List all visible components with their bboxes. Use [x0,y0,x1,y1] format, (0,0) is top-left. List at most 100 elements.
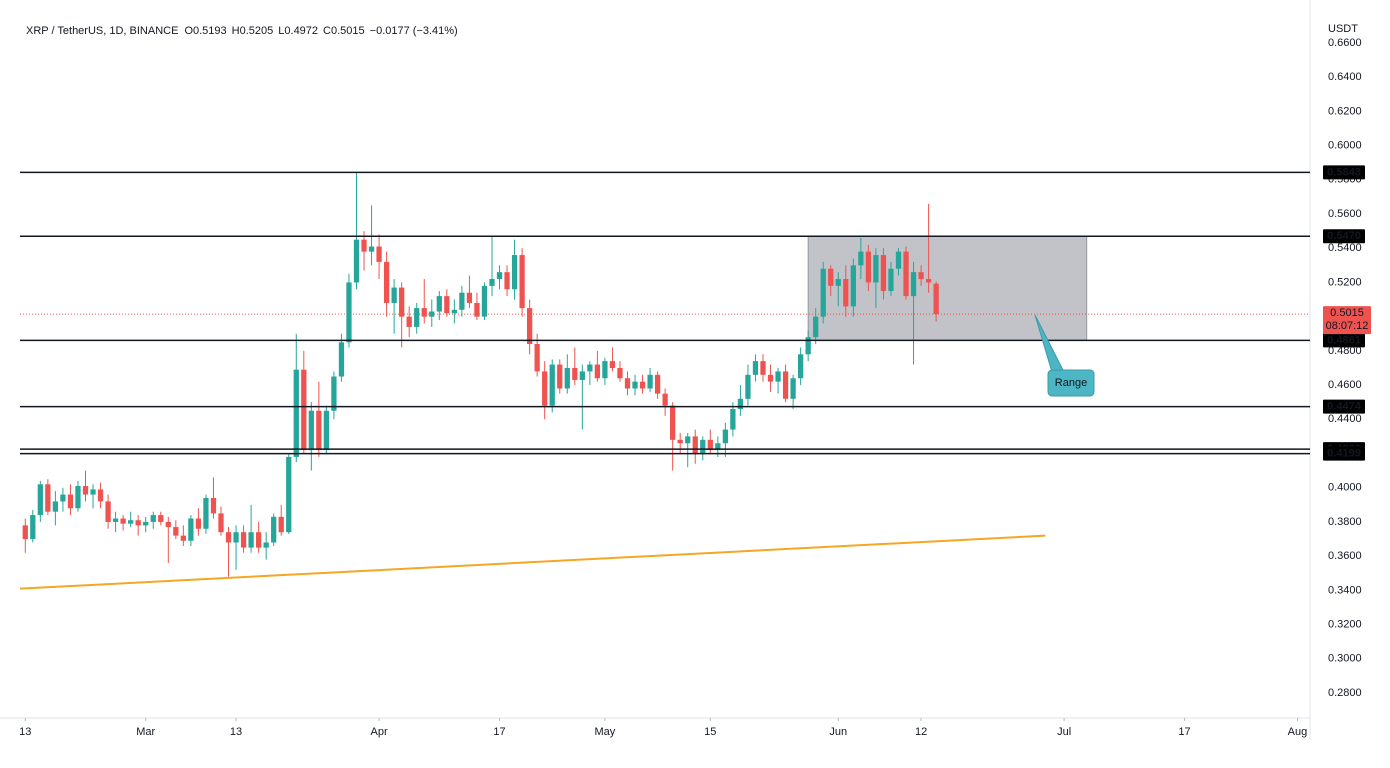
candle-body [82,486,89,495]
level-label: 0.4474 [1327,401,1362,413]
candle-body [594,364,601,379]
candle-body [331,376,337,411]
candle-body [399,287,405,317]
level-label: 0.5843 [1327,166,1361,178]
candle-body [203,497,209,529]
candle-body [745,374,751,399]
last-price-box [1323,306,1371,335]
candle-body [564,367,570,389]
candle-body [557,364,563,389]
candle-body [542,371,548,406]
candle-body [850,265,856,307]
candle-body [933,283,939,315]
candle-body [654,374,661,394]
y-tick-label: 0.4800 [1328,345,1362,357]
candle-body [670,405,676,440]
candle-body [248,532,254,548]
candle-body [752,361,759,375]
candle-body [143,521,149,526]
candle-body [286,456,292,533]
symbol: XRP / TetherUS, 1D, BINANCE [26,25,178,37]
level-label-box [1323,399,1365,414]
y-tick-label: 0.6400 [1328,71,1362,83]
candle-body [692,436,698,454]
candle-body [549,364,555,406]
candle-body [218,513,224,533]
candle-body [323,410,330,451]
x-tick-label: Jul [1057,726,1071,738]
x-tick-label: 17 [1178,726,1190,738]
candle-body [22,525,28,540]
callout-label: Range [1055,377,1087,389]
candle-body [150,515,156,522]
candle-body [828,268,834,286]
candle-body [429,311,435,317]
y-tick-label: 0.4400 [1328,413,1362,425]
candle-body [105,501,111,522]
y-tick-label: 0.3600 [1328,550,1362,562]
candle-body [195,518,202,529]
candle-body [240,532,247,548]
candle-body [843,279,849,307]
candle-body [474,302,480,317]
y-tick-label: 0.3200 [1328,618,1362,630]
x-tick-label: Apr [371,726,388,738]
level-label-box [1323,446,1365,461]
x-tick-label: 13 [230,726,242,738]
ohlc-key: H [232,25,240,37]
ohlc-key: L [278,25,284,37]
candle-body [414,308,420,327]
candle-body [75,486,81,509]
candle-body [67,494,74,509]
y-tick-label: 0.3000 [1328,653,1362,665]
x-tick-label: Jun [829,726,847,738]
candle-body [790,378,796,399]
candle-body [511,255,518,290]
candle-body [910,272,917,297]
ohlc-value: 0.4972 [284,25,318,37]
candle-body [496,272,503,280]
candle-body [835,279,841,286]
candle-body [722,429,728,444]
candle-body [444,296,450,314]
candle-body [263,542,269,548]
candle-body [925,279,932,283]
candle-body [255,532,262,548]
y-tick-label: 0.2800 [1328,687,1362,699]
candle-body [707,439,713,451]
candle-body [421,308,427,317]
candle-body [383,261,390,303]
y-tick-label: 0.5400 [1328,242,1362,254]
candle-body [579,371,585,380]
candle-body [647,374,653,389]
candle-body [406,316,412,327]
level-label: 0.4861 [1327,334,1361,346]
ohlc-key: C [323,25,331,37]
candle-body [45,484,51,512]
candle-body [210,497,217,514]
candle-body [112,518,119,522]
header: XRP / TetherUS, 1D, BINANCE O 0.5193 H 0.52… [26,25,458,37]
candle-body [639,381,646,389]
y-tick-label: 0.4000 [1328,482,1362,494]
candle-body [602,361,608,379]
x-tick-label: Mar [136,726,155,738]
candle-body [782,371,789,399]
candle-body [624,378,631,389]
candle-body [730,409,736,430]
x-tick-label: 12 [915,726,927,738]
level-label-box [1323,229,1365,244]
candle-body [534,344,540,372]
candle-body [489,279,495,286]
change: −0.0177 (−3.41%) [370,25,458,37]
candle-body [451,309,457,314]
candle-body [459,292,465,310]
candle-body [504,272,510,290]
candle-body [918,272,924,280]
level-label: 0.4199 [1327,448,1361,460]
candle-body [180,535,186,541]
y-tick-label: 0.5200 [1328,276,1362,288]
level-label-box [1323,333,1365,348]
